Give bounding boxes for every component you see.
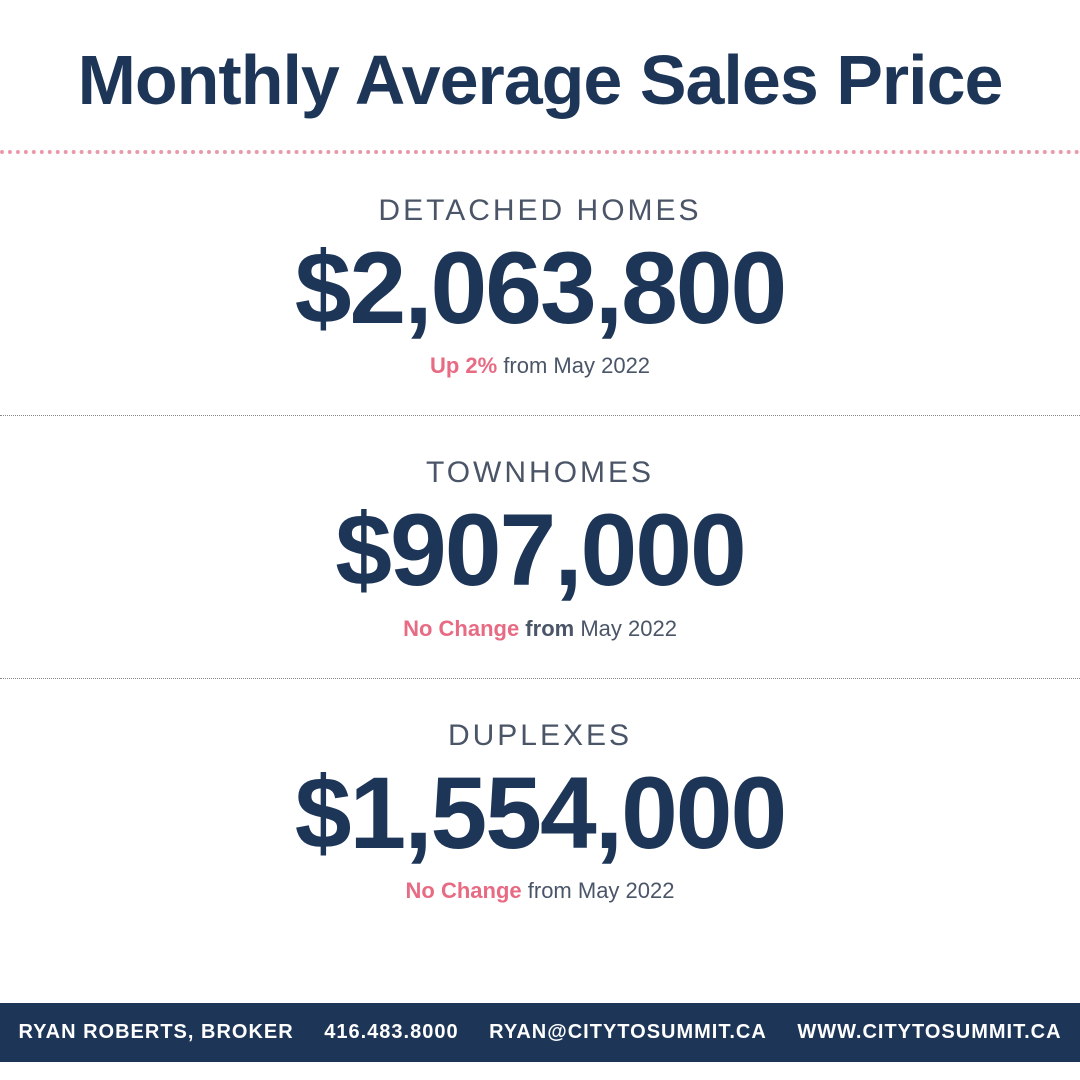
change-highlight: No Change <box>403 616 519 641</box>
price-value: $907,000 <box>0 492 1080 609</box>
page-title: Monthly Average Sales Price <box>0 0 1080 150</box>
footer-website: WWW.CITYTOSUMMIT.CA <box>797 1021 1061 1043</box>
change-highlight: Up 2% <box>430 353 497 378</box>
section-detached: DETACHED HOMES $2,063,800 Up 2% from May… <box>0 154 1080 415</box>
footer-phone: 416.483.8000 <box>324 1021 458 1043</box>
category-label: DUPLEXES <box>0 719 1080 753</box>
price-value: $2,063,800 <box>0 230 1080 347</box>
price-value: $1,554,000 <box>0 755 1080 872</box>
change-line: Up 2% from May 2022 <box>0 353 1080 379</box>
category-label: TOWNHOMES <box>0 456 1080 490</box>
change-line: No Change from May 2022 <box>0 616 1080 642</box>
change-rest: from May 2022 <box>522 878 675 903</box>
change-highlight: No Change <box>406 878 522 903</box>
change-line: No Change from May 2022 <box>0 878 1080 904</box>
section-townhomes: TOWNHOMES $907,000 No Change from May 20… <box>0 416 1080 677</box>
footer-name: RYAN ROBERTS, BROKER <box>18 1021 293 1043</box>
section-duplexes: DUPLEXES $1,554,000 No Change from May 2… <box>0 679 1080 940</box>
change-from-bold: from <box>519 616 580 641</box>
change-rest: May 2022 <box>580 616 677 641</box>
change-rest: from May 2022 <box>497 353 650 378</box>
footer-bar: RYAN ROBERTS, BROKER 416.483.8000 RYAN@C… <box>0 1003 1080 1062</box>
category-label: DETACHED HOMES <box>0 194 1080 228</box>
bottom-padding <box>0 1062 1080 1080</box>
footer-email: RYAN@CITYTOSUMMIT.CA <box>489 1021 767 1043</box>
